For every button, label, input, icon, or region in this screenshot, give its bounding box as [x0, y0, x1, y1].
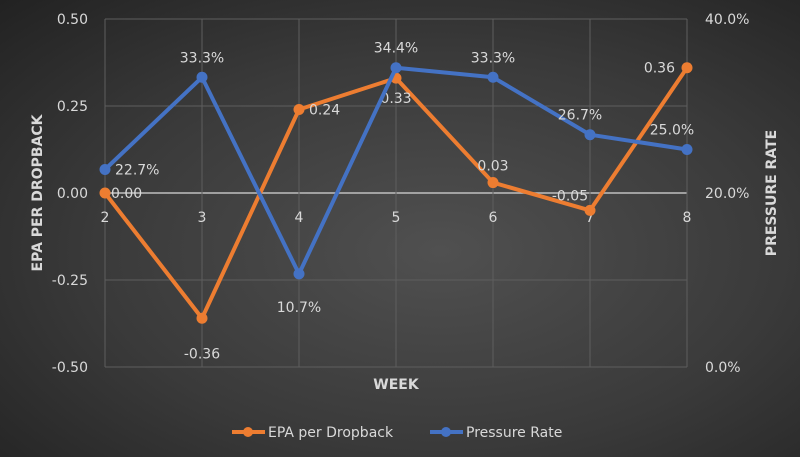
- data-label: 34.4%: [374, 41, 418, 57]
- data-point: [99, 164, 111, 176]
- data-label: -0.36: [184, 346, 220, 362]
- x-tick-label: 2: [101, 210, 110, 226]
- data-label: 33.3%: [471, 50, 515, 66]
- data-label: 0.33: [380, 91, 411, 107]
- data-label: 25.0%: [650, 123, 694, 139]
- data-point: [99, 187, 111, 199]
- legend-marker: [243, 427, 253, 437]
- y-axis-title: EPA PER DROPBACK: [30, 113, 46, 271]
- data-label: 0.24: [309, 102, 340, 118]
- data-label: -0.05: [552, 188, 588, 204]
- data-label: 10.7%: [277, 300, 321, 316]
- data-label: 0.00: [111, 186, 142, 202]
- data-label: 22.7%: [115, 163, 159, 179]
- x-tick-label: 7: [586, 210, 595, 226]
- y2-tick-label: 40.0%: [705, 12, 749, 28]
- data-point: [390, 62, 402, 74]
- y2-tick-label: 20.0%: [705, 186, 749, 202]
- legend-marker: [441, 427, 451, 437]
- data-point: [487, 177, 499, 189]
- legend-label: Pressure Rate: [466, 425, 562, 441]
- data-label: 0.03: [477, 159, 508, 175]
- y-tick-label: 0.00: [57, 186, 88, 202]
- x-tick-label: 5: [392, 210, 401, 226]
- y-tick-label: 0.50: [57, 12, 88, 28]
- data-point: [196, 312, 208, 324]
- x-axis-title: WEEK: [373, 377, 420, 393]
- y2-tick-label: 0.0%: [705, 360, 741, 376]
- data-point: [487, 71, 499, 83]
- y-tick-label: -0.50: [52, 360, 88, 376]
- data-point: [196, 71, 208, 83]
- data-label: 33.3%: [180, 50, 224, 66]
- data-label: 0.36: [644, 61, 675, 77]
- x-tick-label: 3: [198, 210, 207, 226]
- data-point: [293, 268, 305, 280]
- x-tick-label: 4: [295, 210, 304, 226]
- data-point: [681, 144, 693, 155]
- data-point: [584, 129, 596, 141]
- data-label: 26.7%: [558, 108, 602, 124]
- legend-label: EPA per Dropback: [268, 425, 394, 441]
- y-tick-label: 0.25: [57, 99, 88, 115]
- data-point: [293, 103, 305, 115]
- y2-axis-title: PRESSURE RATE: [764, 130, 780, 256]
- x-tick-label: 8: [683, 210, 692, 226]
- x-tick-label: 6: [489, 210, 498, 226]
- y-tick-label: -0.25: [52, 273, 88, 289]
- data-point: [584, 204, 596, 216]
- data-point: [681, 62, 693, 74]
